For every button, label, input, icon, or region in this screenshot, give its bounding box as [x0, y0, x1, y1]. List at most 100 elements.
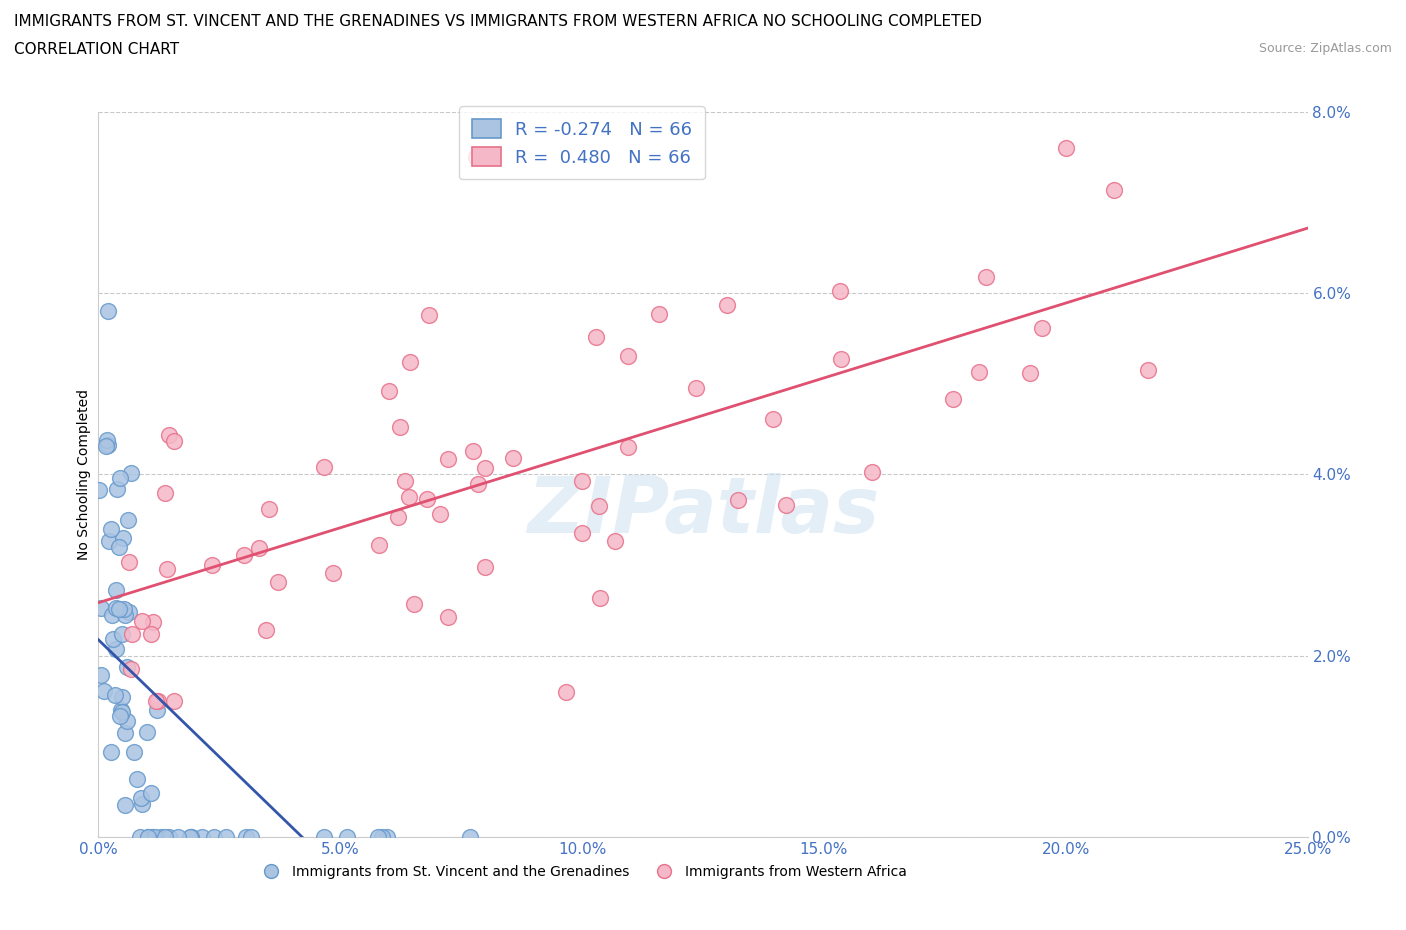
Point — [146, 702, 169, 717]
Point — [156, 562, 179, 577]
Point — [1018, 365, 1040, 380]
Point — [136, 830, 159, 844]
Point — [588, 498, 610, 513]
Point — [617, 439, 640, 454]
Point — [387, 510, 409, 525]
Point — [437, 452, 460, 467]
Point — [240, 830, 263, 844]
Point — [110, 702, 132, 717]
Point — [114, 607, 136, 622]
Point — [458, 830, 481, 844]
Point — [589, 591, 612, 605]
Point — [727, 493, 749, 508]
Point — [571, 473, 593, 488]
Point — [418, 307, 440, 322]
Point — [101, 632, 124, 647]
Point — [416, 492, 439, 507]
Point — [97, 303, 120, 318]
Point — [1136, 363, 1159, 378]
Point — [1054, 140, 1077, 155]
Point — [163, 433, 186, 448]
Point — [117, 512, 139, 527]
Point — [502, 451, 524, 466]
Point — [108, 709, 131, 724]
Point — [377, 383, 399, 398]
Point — [367, 538, 389, 553]
Point — [375, 830, 398, 844]
Point — [105, 482, 128, 497]
Point — [142, 615, 165, 630]
Point — [429, 506, 451, 521]
Point — [157, 830, 180, 844]
Point — [153, 830, 176, 844]
Point — [389, 419, 412, 434]
Point — [97, 437, 120, 452]
Point — [139, 627, 162, 642]
Point — [105, 601, 128, 616]
Legend: Immigrants from St. Vincent and the Grenadines, Immigrants from Western Africa: Immigrants from St. Vincent and the Gren… — [252, 859, 912, 884]
Point — [830, 352, 852, 366]
Point — [105, 642, 128, 657]
Point — [437, 610, 460, 625]
Point — [616, 348, 638, 363]
Point — [115, 659, 138, 674]
Point — [179, 830, 201, 844]
Point — [1102, 182, 1125, 197]
Point — [115, 713, 138, 728]
Point — [233, 548, 256, 563]
Point — [114, 797, 136, 812]
Point — [215, 830, 238, 844]
Point — [150, 830, 173, 844]
Point — [648, 307, 671, 322]
Text: Source: ZipAtlas.com: Source: ZipAtlas.com — [1258, 42, 1392, 55]
Point — [860, 464, 883, 479]
Point — [762, 412, 785, 427]
Point — [108, 471, 131, 485]
Point — [96, 432, 118, 447]
Point — [120, 661, 142, 676]
Point — [90, 668, 112, 683]
Point — [108, 601, 131, 616]
Point — [180, 830, 202, 844]
Point — [111, 690, 134, 705]
Point — [204, 830, 226, 844]
Point — [461, 444, 484, 458]
Point — [167, 830, 190, 844]
Point — [398, 355, 420, 370]
Point — [100, 744, 122, 759]
Point — [90, 601, 112, 616]
Point — [94, 438, 117, 453]
Point — [398, 490, 420, 505]
Point — [180, 830, 202, 844]
Point — [367, 830, 389, 844]
Point — [247, 540, 270, 555]
Point — [131, 614, 153, 629]
Point — [828, 283, 851, 298]
Point — [122, 745, 145, 760]
Point — [716, 298, 738, 312]
Point — [148, 694, 170, 709]
Point — [257, 502, 280, 517]
Text: CORRELATION CHART: CORRELATION CHART — [14, 42, 179, 57]
Point — [136, 724, 159, 739]
Point — [100, 522, 122, 537]
Point — [97, 534, 120, 549]
Point — [235, 830, 257, 844]
Point — [136, 830, 159, 844]
Point — [118, 604, 141, 619]
Point — [108, 539, 131, 554]
Point — [153, 485, 176, 500]
Point — [121, 627, 143, 642]
Point — [201, 558, 224, 573]
Point — [145, 694, 167, 709]
Point — [314, 830, 336, 844]
Point — [163, 694, 186, 709]
Point — [775, 498, 797, 512]
Point — [942, 391, 965, 405]
Point — [371, 830, 394, 844]
Point — [93, 684, 115, 698]
Point — [603, 533, 626, 548]
Point — [143, 830, 166, 844]
Point — [105, 582, 128, 597]
Point — [191, 830, 214, 844]
